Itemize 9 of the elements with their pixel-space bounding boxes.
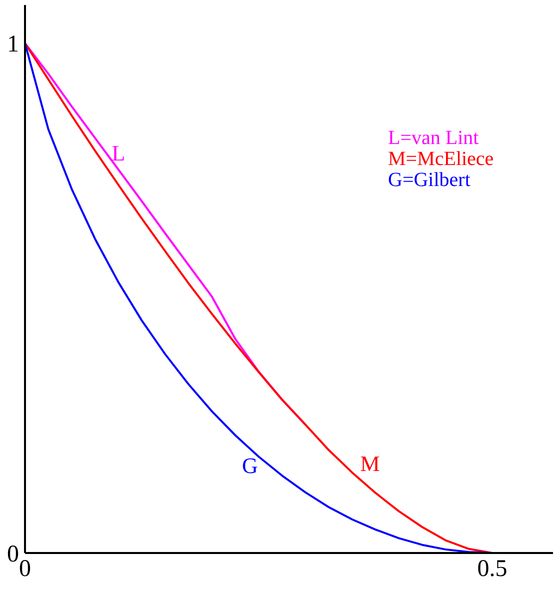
text: L=van Lint [388,127,480,149]
line-series [24,42,494,554]
text: G=Gilbert [388,169,471,191]
text: M=McEliece [388,148,494,170]
y-tick-label: 1 [7,32,19,58]
x-tick-label: 0.5 [477,556,508,582]
annotation: L [112,140,126,166]
annotation: G [242,453,258,478]
annotation: M [360,451,380,476]
